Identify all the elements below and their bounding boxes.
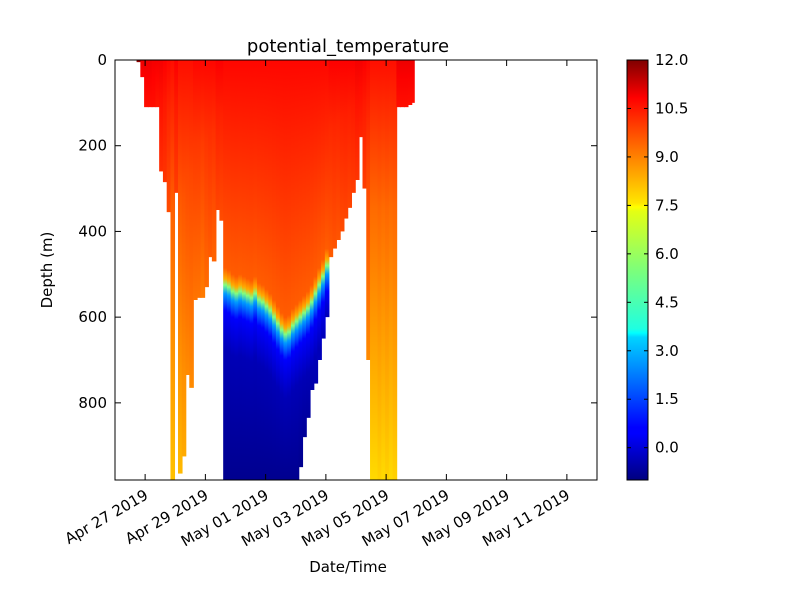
profile-column	[211, 60, 217, 262]
profile-column	[298, 60, 304, 468]
profile-column	[264, 60, 270, 480]
profile-column	[410, 60, 415, 103]
profile-column	[287, 60, 292, 480]
profile-column	[144, 60, 149, 108]
profile-column	[328, 60, 334, 258]
profile-column	[234, 60, 240, 480]
chart-title: potential_temperature	[247, 36, 449, 57]
profile-column	[174, 60, 179, 193]
x-axis-label: Date/Time	[309, 558, 387, 576]
profile-column	[366, 60, 371, 360]
profile-column	[253, 60, 258, 480]
colorbar-tick-label: 1.5	[655, 390, 679, 408]
profile-column	[215, 60, 221, 210]
profile-column	[166, 60, 172, 213]
profile-column	[260, 60, 266, 480]
y-tick-label: 200	[78, 137, 107, 155]
profile-column	[377, 60, 383, 480]
profile-column	[155, 60, 160, 108]
profile-column	[257, 60, 262, 480]
y-axis-label: Depth (m)	[38, 232, 56, 309]
profile-column	[321, 60, 326, 339]
y-axis-ticks: 0 200 400 600 800	[78, 51, 597, 412]
colorbar-tick-label: 0.0	[655, 439, 679, 457]
profile-column	[336, 60, 341, 240]
profile-column	[343, 60, 349, 219]
y-tick-label: 400	[78, 222, 107, 240]
profile-column	[388, 60, 394, 480]
profile-column	[196, 60, 202, 298]
profile-column	[249, 60, 255, 480]
colorbar-tick-label: 12.0	[655, 51, 688, 69]
profile-column	[400, 60, 405, 108]
profile-column	[358, 60, 364, 138]
profile-column	[294, 60, 300, 480]
profile-column	[242, 60, 247, 480]
y-tick-label: 800	[78, 394, 107, 412]
profile-column	[339, 60, 345, 232]
colorbar-ticks: 12.0 10.5 9.0 7.5 6.0 4.5 3.0 1.5 0.0	[627, 51, 688, 457]
colorbar-tick-label: 10.5	[655, 99, 688, 117]
profile-column	[279, 60, 285, 480]
profile-column	[309, 60, 315, 390]
profile-column	[151, 60, 157, 108]
profile-column	[370, 60, 375, 480]
profile-column	[332, 60, 337, 249]
profile-column	[272, 60, 277, 480]
profile-column	[147, 60, 153, 108]
profile-column	[313, 60, 319, 384]
profile-column	[140, 60, 145, 78]
colorbar-tick-label: 6.0	[655, 245, 679, 263]
profile-column	[204, 60, 209, 288]
profile-column	[226, 60, 232, 480]
profile-column	[385, 60, 390, 480]
profile-column	[238, 60, 243, 480]
profile-column	[381, 60, 386, 480]
profile-column	[407, 60, 413, 105]
profile-column	[283, 60, 288, 480]
profile-column	[362, 60, 368, 189]
profile-column	[223, 60, 228, 480]
profile-column	[170, 60, 176, 480]
y-tick-label: 0	[97, 51, 107, 69]
profile-column	[373, 60, 379, 480]
y-tick-label: 600	[78, 308, 107, 326]
profile-column	[162, 60, 168, 183]
profile-column	[302, 60, 307, 438]
profile-column	[268, 60, 273, 480]
profile-column	[392, 60, 398, 480]
profile-column	[275, 60, 281, 480]
colorbar-tick-label: 4.5	[655, 293, 679, 311]
profile-column	[189, 60, 194, 388]
profile-column	[403, 60, 409, 108]
profile-column	[351, 60, 356, 193]
colorbar	[626, 59, 649, 481]
profile-column	[396, 60, 401, 108]
profile-column	[317, 60, 322, 360]
profile-column	[208, 60, 213, 258]
profile-column	[230, 60, 236, 480]
profile-column	[136, 60, 142, 63]
profile-column	[219, 60, 224, 221]
profile-column	[290, 60, 296, 480]
profile-column	[177, 60, 183, 474]
profile-column	[347, 60, 353, 208]
colorbar-tick-label: 9.0	[655, 148, 679, 166]
profile-column	[181, 60, 187, 457]
profile-column	[185, 60, 191, 375]
colorbar-tick-label: 3.0	[655, 342, 679, 360]
profile-columns	[136, 60, 415, 480]
plot-frame	[114, 59, 598, 481]
profile-column	[324, 60, 330, 318]
profile-column	[159, 60, 164, 172]
profile-column	[354, 60, 360, 180]
profile-column	[200, 60, 206, 298]
profile-column	[193, 60, 198, 300]
profile-column	[306, 60, 311, 418]
colorbar-tick-label: 7.5	[655, 196, 679, 214]
profile-column	[245, 60, 251, 480]
